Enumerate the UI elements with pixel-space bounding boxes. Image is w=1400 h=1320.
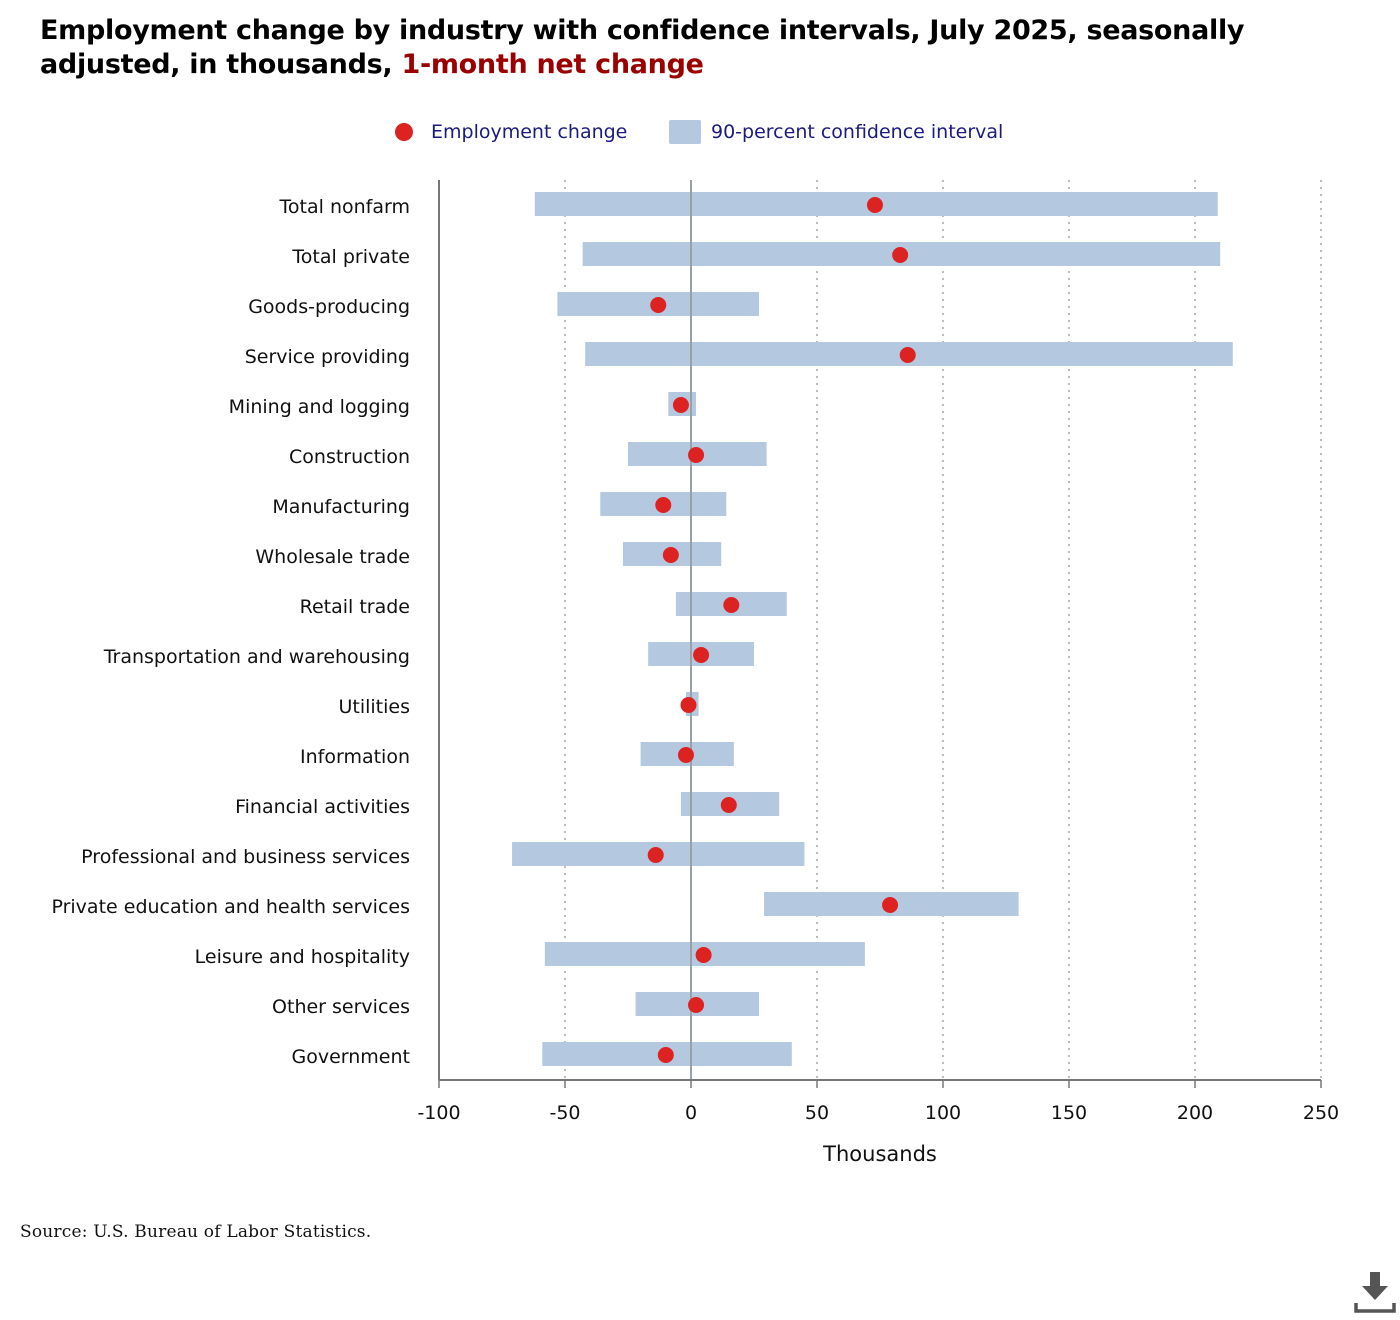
employment-point[interactable] bbox=[695, 947, 712, 963]
gridlines bbox=[564, 180, 1322, 1080]
category-labels: Total nonfarm Total private Goods-producin… bbox=[51, 196, 410, 1068]
employment-point[interactable] bbox=[882, 897, 899, 913]
chart-title-highlight: 1-month net change bbox=[401, 49, 704, 80]
x-tick-label: 250 bbox=[1303, 1102, 1339, 1124]
chart-plot: Total nonfarm Total private Goods-producin… bbox=[51, 180, 1339, 1166]
chart-title-main: Employment change by industry with confi… bbox=[40, 15, 1245, 80]
employment-point[interactable] bbox=[688, 447, 705, 463]
employment-points bbox=[647, 197, 916, 1063]
category-label: Transportation and warehousing bbox=[103, 646, 410, 668]
source-note: Source: U.S. Bureau of Labor Statistics. bbox=[20, 1222, 372, 1242]
x-axis-title: Thousands bbox=[822, 1142, 937, 1166]
category-label: Retail trade bbox=[300, 596, 410, 618]
category-label: Private education and health services bbox=[51, 896, 410, 918]
chart-legend: Employment change 90-percent confidence … bbox=[0, 116, 1400, 148]
x-tick-labels: -100 -50 0 50 100 150 200 250 bbox=[417, 1102, 1339, 1124]
download-button[interactable] bbox=[1354, 1270, 1396, 1314]
category-label: Government bbox=[292, 1046, 411, 1068]
category-label: Manufacturing bbox=[272, 496, 410, 518]
legend-label-employment-change: Employment change bbox=[431, 121, 628, 143]
employment-point[interactable] bbox=[647, 847, 664, 863]
x-tick-label: -100 bbox=[417, 1102, 460, 1124]
category-label: Wholesale trade bbox=[255, 546, 410, 568]
legend-dot-marker bbox=[395, 123, 413, 141]
legend-item-employment-change[interactable]: Employment change bbox=[395, 116, 627, 148]
legend-box-marker bbox=[669, 120, 701, 144]
employment-point[interactable] bbox=[672, 397, 689, 413]
chart-title: Employment change by industry with confi… bbox=[40, 14, 1370, 82]
axes bbox=[438, 180, 1322, 1088]
employment-point[interactable] bbox=[688, 997, 705, 1013]
employment-point[interactable] bbox=[720, 797, 737, 813]
x-tick-label: 100 bbox=[925, 1102, 961, 1124]
employment-point[interactable] bbox=[693, 647, 710, 663]
interval-bars bbox=[512, 192, 1233, 1066]
employment-point[interactable] bbox=[650, 297, 667, 313]
employment-point[interactable] bbox=[662, 547, 679, 563]
category-label: Construction bbox=[289, 446, 410, 468]
x-tick-label: 0 bbox=[685, 1102, 697, 1124]
category-label: Total nonfarm bbox=[279, 196, 410, 218]
x-tick-label: -50 bbox=[549, 1102, 580, 1124]
category-label: Leisure and hospitality bbox=[195, 946, 410, 968]
category-label: Service providing bbox=[245, 346, 410, 368]
category-label: Total private bbox=[291, 246, 410, 268]
employment-point[interactable] bbox=[655, 497, 672, 513]
x-tick-label: 200 bbox=[1177, 1102, 1213, 1124]
download-icon bbox=[1354, 1272, 1396, 1313]
category-label: Professional and business services bbox=[81, 846, 410, 868]
employment-point[interactable] bbox=[723, 597, 740, 613]
x-tick-label: 50 bbox=[805, 1102, 829, 1124]
employment-point[interactable] bbox=[866, 197, 883, 213]
category-label: Information bbox=[300, 746, 410, 768]
employment-point[interactable] bbox=[677, 747, 694, 763]
category-label: Mining and logging bbox=[229, 396, 410, 418]
legend-item-confidence-interval[interactable]: 90-percent confidence interval bbox=[669, 116, 1003, 148]
employment-point[interactable] bbox=[657, 1047, 674, 1063]
category-label: Goods-producing bbox=[248, 296, 410, 318]
employment-point[interactable] bbox=[892, 247, 909, 263]
employment-point[interactable] bbox=[680, 697, 697, 713]
employment-point[interactable] bbox=[899, 347, 916, 363]
category-label: Utilities bbox=[338, 696, 410, 718]
x-tick-label: 150 bbox=[1051, 1102, 1087, 1124]
category-label: Financial activities bbox=[235, 796, 410, 818]
category-label: Other services bbox=[272, 996, 410, 1018]
legend-label-confidence-interval: 90-percent confidence interval bbox=[711, 121, 1004, 143]
